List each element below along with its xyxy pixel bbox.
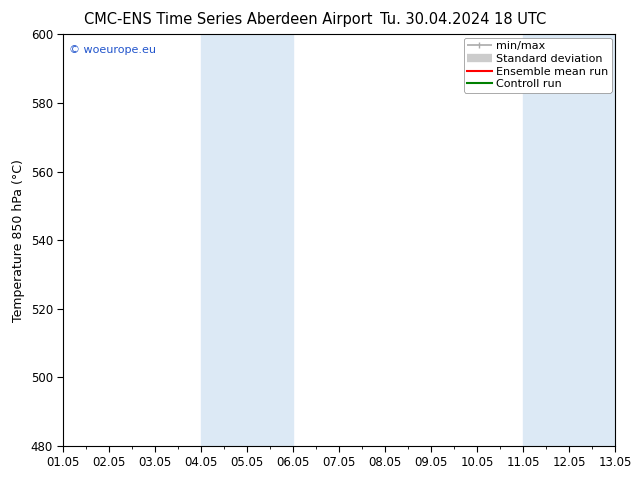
- Text: © woeurope.eu: © woeurope.eu: [69, 45, 156, 54]
- Y-axis label: Temperature 850 hPa (°C): Temperature 850 hPa (°C): [12, 159, 25, 321]
- Bar: [202, 34, 293, 446]
- Legend: min/max, Standard deviation, Ensemble mean run, Controll run: min/max, Standard deviation, Ensemble me…: [464, 38, 612, 93]
- Text: CMC-ENS Time Series Aberdeen Airport: CMC-ENS Time Series Aberdeen Airport: [84, 12, 373, 27]
- Text: Tu. 30.04.2024 18 UTC: Tu. 30.04.2024 18 UTC: [380, 12, 546, 27]
- Bar: [523, 34, 615, 446]
